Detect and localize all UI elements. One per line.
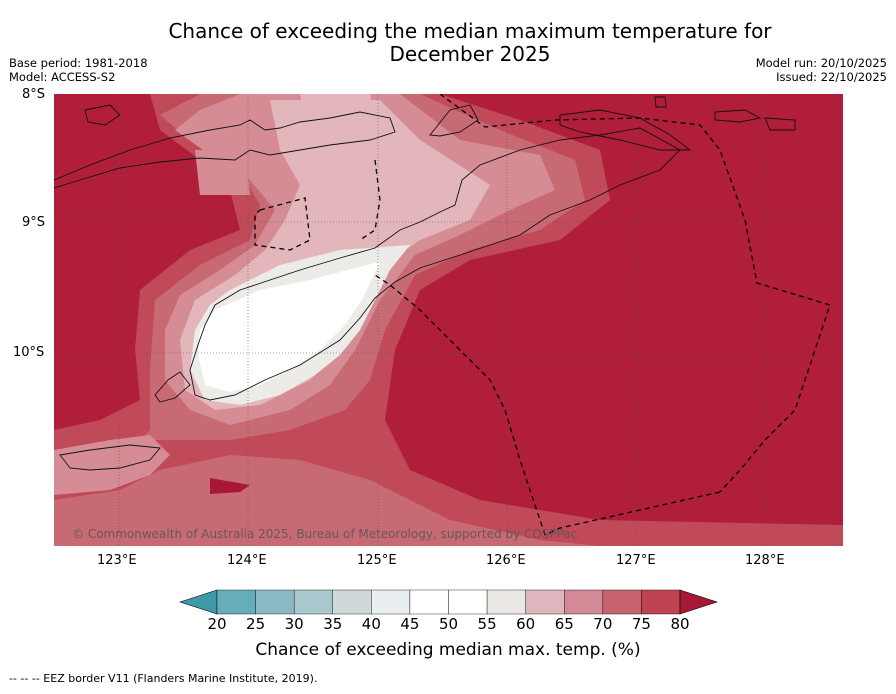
issued-date: Issued: 22/10/2025 <box>776 70 887 84</box>
lon-label-125e: 125°E <box>357 553 397 568</box>
lat-label-10s: 10°S <box>13 345 45 360</box>
eez-border <box>254 94 831 536</box>
coastlines <box>54 96 796 471</box>
lon-label-123e: 123°E <box>97 553 137 568</box>
colorbar-tick-20: 20 <box>207 615 227 633</box>
colorbar-bin-50-55 <box>448 589 488 615</box>
colorbar-bin-70-75 <box>602 589 642 615</box>
colorbar-tick-55: 55 <box>477 615 497 633</box>
colorbar-bin-60-65 <box>525 589 565 615</box>
flores-coast <box>54 111 396 189</box>
lat-label-9s: 9°S <box>22 215 46 230</box>
colorbar-tick-75: 75 <box>631 615 651 633</box>
colorbar-tick-35: 35 <box>323 615 343 633</box>
colorbar-extend-high <box>679 589 718 615</box>
chart-title: Chance of exceeding the median maximum t… <box>130 20 810 66</box>
colorbar-extend-low <box>179 589 218 615</box>
colorbar-tick-40: 40 <box>361 615 381 633</box>
band-45-50 <box>198 262 380 392</box>
colorbar-bin-25-30 <box>255 589 295 615</box>
graticule <box>54 94 843 546</box>
colorbar-tick-30: 30 <box>284 615 304 633</box>
colorbar-bin-30-35 <box>293 589 333 615</box>
small-island-1 <box>654 96 667 108</box>
colorbar-bin-20-25 <box>216 589 256 615</box>
title-line-1: Chance of exceeding the median maximum t… <box>168 19 772 43</box>
colorbar-bin-55-60 <box>486 589 526 615</box>
small-island-3 <box>764 117 796 131</box>
colorbar-tick-50: 50 <box>438 615 459 633</box>
probability-field <box>54 94 843 546</box>
colorbar-bin-40-45 <box>371 589 411 615</box>
lon-label-127e: 127°E <box>616 553 656 568</box>
meta-right: Model run: 20/10/2025 Issued: 22/10/2025 <box>756 56 887 84</box>
lon-label-128e: 128°E <box>745 553 785 568</box>
colorbar-bin-65-70 <box>564 589 604 615</box>
meta-left: Base period: 1981-2018 Model: ACCESS-S2 <box>9 56 148 84</box>
small-island-2 <box>714 109 762 123</box>
base-period: Base period: 1981-2018 <box>9 56 148 70</box>
colorbar-bin-75-80 <box>641 589 681 615</box>
rote-coast <box>154 371 191 403</box>
eez-footnote: -- -- -- EEZ border V11 (Flanders Marine… <box>9 672 318 685</box>
colorbar-tick-80: 80 <box>670 615 690 633</box>
colorbar <box>179 589 718 615</box>
band-60-65-south <box>54 435 170 495</box>
timor-island-coast <box>189 127 681 401</box>
colorbar-tick-65: 65 <box>554 615 574 633</box>
title-line-2: December 2025 <box>389 42 551 66</box>
patch-65-north <box>195 150 250 195</box>
model-name: Model: ACCESS-S2 <box>9 70 116 84</box>
lon-label-126e: 126°E <box>486 553 526 568</box>
lat-label-8s: 8°S <box>22 87 46 102</box>
colorbar-tick-70: 70 <box>593 615 613 633</box>
sawu-coast <box>59 444 161 471</box>
small-island-4 <box>84 104 121 126</box>
patch-80-south <box>210 478 250 494</box>
colorbar-label: Chance of exceeding median max. temp. (%… <box>255 640 641 660</box>
colorbar-bin-35-40 <box>332 589 372 615</box>
colorbar-tick-60: 60 <box>516 615 536 633</box>
colorbar-tick-45: 45 <box>400 615 420 633</box>
model-run: Model run: 20/10/2025 <box>755 56 887 70</box>
lon-label-124e: 124°E <box>227 553 267 568</box>
wetar-coast <box>559 109 692 151</box>
alor-coast <box>429 104 479 137</box>
colorbar-bin-45-50 <box>409 589 449 615</box>
copyright-notice: © Commonwealth of Australia 2025, Bureau… <box>72 527 578 541</box>
patch-60-north <box>300 94 375 120</box>
colorbar-tick-25: 25 <box>246 615 266 633</box>
